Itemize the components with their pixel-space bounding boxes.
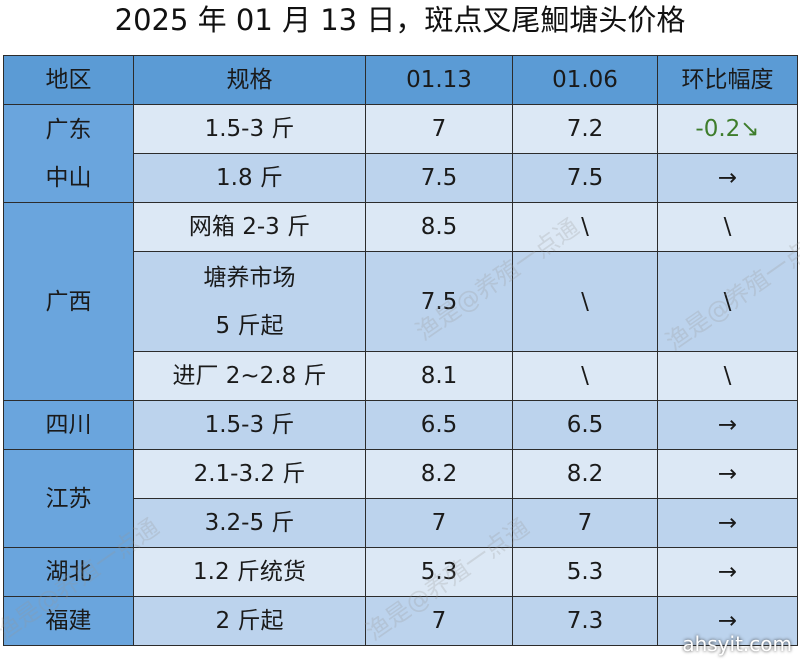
region-cell: 广东 中山 — [3, 104, 134, 203]
header-cell: 01.06 — [512, 55, 658, 105]
cell: 8.1 — [365, 351, 513, 401]
price-table: 地区 规格 01.13 01.06 环比幅度 广东 中山 1.5-3 斤 7 7.2 -0.2↘ 1… — [3, 55, 798, 646]
header-row: 地区 规格 01.13 01.06 环比幅度 — [3, 55, 798, 105]
table-row: 四川 1.5-3 斤 6.5 6.5 → — [3, 400, 798, 450]
table-row: 江苏 2.1-3.2 斤 8.2 8.2 → — [3, 449, 798, 548]
table-row: 进厂 2~2.8 斤 8.1 \ \ — [4, 351, 798, 401]
region-cell: 四川 — [3, 400, 134, 450]
cell-line: 四川 — [45, 412, 92, 438]
cell: 5.3 — [512, 547, 658, 597]
table-row: 3.2-5 斤 7 7 → — [4, 498, 798, 548]
cell-line: 广西 — [45, 288, 92, 315]
cell: 2.1-3.2 斤 — [133, 449, 366, 499]
region-cell: 广西 — [3, 202, 134, 401]
cell: 6.5 — [512, 400, 658, 450]
cell: 塘养市场 5 斤起 — [133, 251, 366, 352]
cell: \ — [657, 202, 798, 252]
cell: 1.8 斤 — [133, 153, 366, 203]
header-cell: 环比幅度 — [657, 55, 798, 105]
site-mark: ahsyit.com — [682, 632, 792, 656]
cell: → — [657, 498, 798, 548]
cell: 7 — [365, 104, 513, 154]
table-row: 湖北 1.2 斤统货 5.3 5.3 → — [3, 547, 798, 597]
header-cell: 地区 — [3, 55, 134, 105]
cell: 7 — [512, 498, 658, 548]
cell: → — [657, 153, 798, 203]
table-row: 广东 中山 1.5-3 斤 7 7.2 -0.2↘ — [3, 104, 798, 203]
cell: 7 — [365, 498, 513, 548]
cell: 7.2 — [512, 104, 658, 154]
table-row: 广西 网箱 2-3 斤 8.5 \ \ — [3, 202, 798, 401]
cell: 7.5 — [365, 251, 513, 352]
cell-line: 塘养市场 — [203, 264, 296, 291]
cell: \ — [657, 351, 798, 401]
table-row: 1.8 斤 7.5 7.5 → — [4, 153, 798, 203]
cell: 3.2-5 斤 — [133, 498, 366, 548]
cell: → — [657, 596, 798, 646]
cell-line: 湖北 — [45, 559, 92, 585]
cell: 7.3 — [512, 596, 658, 646]
cell-line: 中山 — [45, 164, 92, 191]
cell: 5.3 — [365, 547, 513, 597]
cell-line: 江苏 — [45, 485, 92, 512]
cell-line: 广东 — [45, 116, 92, 143]
table-row: 塘养市场 5 斤起 7.5 \ \ — [4, 251, 798, 352]
region-cell: 湖北 — [3, 547, 134, 597]
region-cell: 福建 — [3, 596, 134, 646]
cell: 7 — [365, 596, 513, 646]
title: 2025 年 01 月 13 日，斑点叉尾鮰塘头价格 — [114, 3, 686, 37]
cell: 2 斤起 — [133, 596, 366, 646]
cell: 7.5 — [365, 153, 513, 203]
cell: 网箱 2-3 斤 — [133, 202, 366, 252]
cell: 1.5-3 斤 — [133, 400, 366, 450]
region-cell: 江苏 — [3, 449, 134, 548]
header-cell: 01.13 — [365, 55, 513, 105]
header-cell: 规格 — [133, 55, 366, 105]
cell: 8.2 — [365, 449, 513, 499]
table-row: 福建 2 斤起 7 7.3 → — [3, 596, 798, 646]
table-body: 广东 中山 1.5-3 斤 7 7.2 -0.2↘ 1.8 斤 7.5 7.5 → 广西 网箱 2-3… — [3, 104, 798, 646]
cell: 6.5 — [365, 400, 513, 450]
cell: → — [657, 547, 798, 597]
cell-line: 福建 — [45, 608, 92, 634]
cell: 进厂 2~2.8 斤 — [133, 351, 366, 401]
cell: → — [657, 449, 798, 499]
cell: \ — [512, 202, 658, 252]
cell: \ — [512, 251, 658, 352]
cell-line: 5 斤起 — [215, 312, 284, 339]
cell: -0.2↘ — [657, 104, 798, 154]
cell: 8.5 — [365, 202, 513, 252]
cell: 8.2 — [512, 449, 658, 499]
cell: \ — [512, 351, 658, 401]
cell: 1.5-3 斤 — [133, 104, 366, 154]
cell: 1.2 斤统货 — [133, 547, 366, 597]
cell: → — [657, 400, 798, 450]
cell: 7.5 — [512, 153, 658, 203]
cell: \ — [657, 251, 798, 352]
